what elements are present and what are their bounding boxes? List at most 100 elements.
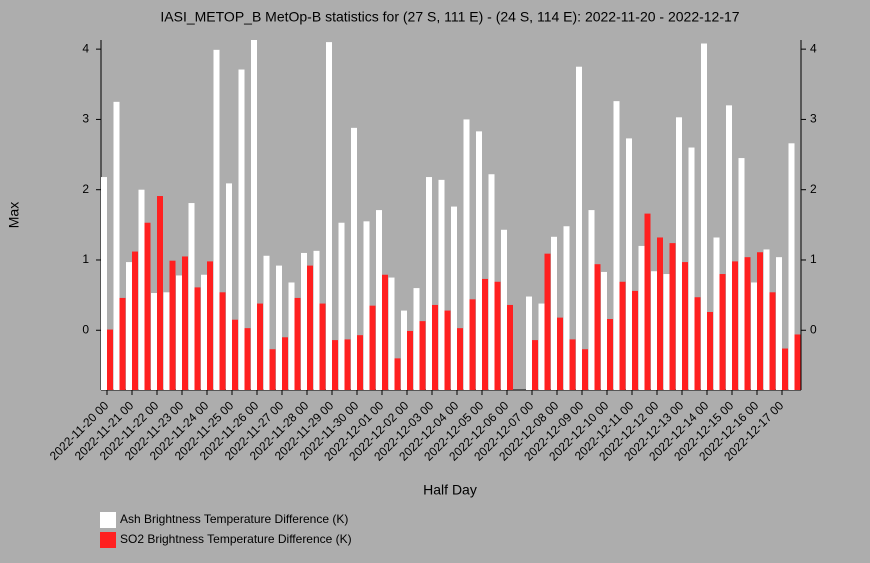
bar bbox=[157, 196, 163, 390]
bar bbox=[563, 226, 570, 390]
bar bbox=[438, 179, 445, 390]
y2-tick-label: 1 bbox=[810, 252, 817, 266]
y-tick-label: 2 bbox=[82, 182, 89, 196]
bar bbox=[201, 274, 207, 390]
bar bbox=[344, 339, 351, 390]
bar bbox=[413, 288, 420, 390]
bar bbox=[351, 127, 357, 390]
bar bbox=[251, 40, 257, 390]
bar bbox=[151, 293, 157, 390]
x-axis-label: Half Day bbox=[423, 482, 477, 498]
bar bbox=[732, 261, 738, 390]
bar bbox=[701, 43, 707, 390]
bar bbox=[419, 321, 426, 390]
bar bbox=[169, 260, 176, 390]
y-axis-label: Max bbox=[6, 202, 22, 228]
bar bbox=[651, 271, 657, 390]
bar bbox=[632, 290, 638, 390]
y2-tick-label: 3 bbox=[810, 112, 817, 126]
bar bbox=[657, 237, 663, 390]
bar bbox=[582, 349, 588, 390]
bar bbox=[626, 138, 632, 390]
bar bbox=[588, 210, 595, 390]
bar bbox=[194, 287, 201, 390]
bar bbox=[363, 221, 370, 390]
bar bbox=[638, 245, 645, 390]
bar bbox=[301, 252, 307, 390]
bar bbox=[401, 310, 407, 390]
legend-label: Ash Brightness Temperature Difference (K… bbox=[120, 512, 348, 526]
bar bbox=[101, 177, 107, 390]
bar bbox=[288, 282, 295, 390]
bar bbox=[613, 101, 620, 390]
bar bbox=[538, 303, 545, 390]
bar bbox=[332, 340, 338, 390]
bar bbox=[313, 250, 320, 390]
bar bbox=[338, 222, 345, 390]
bar bbox=[394, 358, 401, 390]
bar bbox=[213, 49, 220, 391]
bar bbox=[282, 337, 288, 390]
bar bbox=[407, 330, 413, 390]
bar bbox=[738, 158, 745, 390]
bar bbox=[451, 206, 457, 390]
bar bbox=[682, 262, 688, 390]
bar bbox=[476, 131, 482, 390]
bar bbox=[676, 117, 682, 390]
bar bbox=[669, 243, 676, 390]
bar bbox=[494, 281, 501, 390]
bar bbox=[257, 303, 263, 390]
bar bbox=[232, 319, 238, 390]
chart-title: IASI_METOP_B MetOp-B statistics for (27 … bbox=[160, 9, 739, 25]
bar bbox=[551, 236, 557, 390]
legend-swatch bbox=[100, 532, 116, 548]
bar bbox=[207, 261, 213, 390]
y2-tick-label: 4 bbox=[810, 41, 817, 55]
bar bbox=[132, 251, 138, 390]
bar bbox=[463, 119, 470, 391]
legend-label: SO2 Brightness Temperature Difference (K… bbox=[120, 532, 352, 546]
bar bbox=[594, 264, 601, 390]
bar bbox=[226, 183, 232, 390]
bar bbox=[644, 213, 651, 390]
bar bbox=[326, 42, 332, 391]
y2-tick-label: 0 bbox=[810, 322, 817, 336]
y-tick-label: 4 bbox=[82, 41, 89, 55]
bar bbox=[432, 304, 438, 390]
bar bbox=[457, 328, 463, 390]
bar bbox=[601, 271, 607, 390]
bar bbox=[532, 340, 538, 390]
y-tick-label: 1 bbox=[82, 252, 89, 266]
bar bbox=[744, 257, 751, 390]
bar bbox=[269, 349, 276, 390]
bar bbox=[163, 292, 170, 390]
bar bbox=[782, 348, 788, 390]
bar bbox=[107, 329, 113, 390]
bar bbox=[382, 274, 388, 390]
bar bbox=[219, 292, 226, 390]
bar bbox=[557, 317, 563, 390]
y-tick-label: 3 bbox=[82, 112, 89, 126]
bar bbox=[388, 277, 395, 390]
legend-swatch bbox=[100, 512, 116, 528]
bar bbox=[294, 297, 301, 390]
bar bbox=[663, 274, 670, 390]
bar bbox=[444, 310, 451, 390]
bar bbox=[357, 335, 363, 390]
bar bbox=[576, 66, 582, 391]
bar bbox=[119, 297, 126, 390]
bar bbox=[544, 253, 551, 390]
bar bbox=[501, 229, 507, 390]
bar bbox=[776, 257, 782, 390]
bar bbox=[263, 255, 270, 390]
bar bbox=[244, 328, 251, 390]
bar bbox=[726, 105, 732, 390]
bar bbox=[794, 334, 801, 390]
bar bbox=[507, 304, 513, 390]
bar bbox=[719, 274, 726, 390]
bar bbox=[751, 282, 757, 390]
bar bbox=[426, 177, 432, 390]
bar bbox=[276, 265, 282, 390]
bar bbox=[138, 189, 145, 390]
